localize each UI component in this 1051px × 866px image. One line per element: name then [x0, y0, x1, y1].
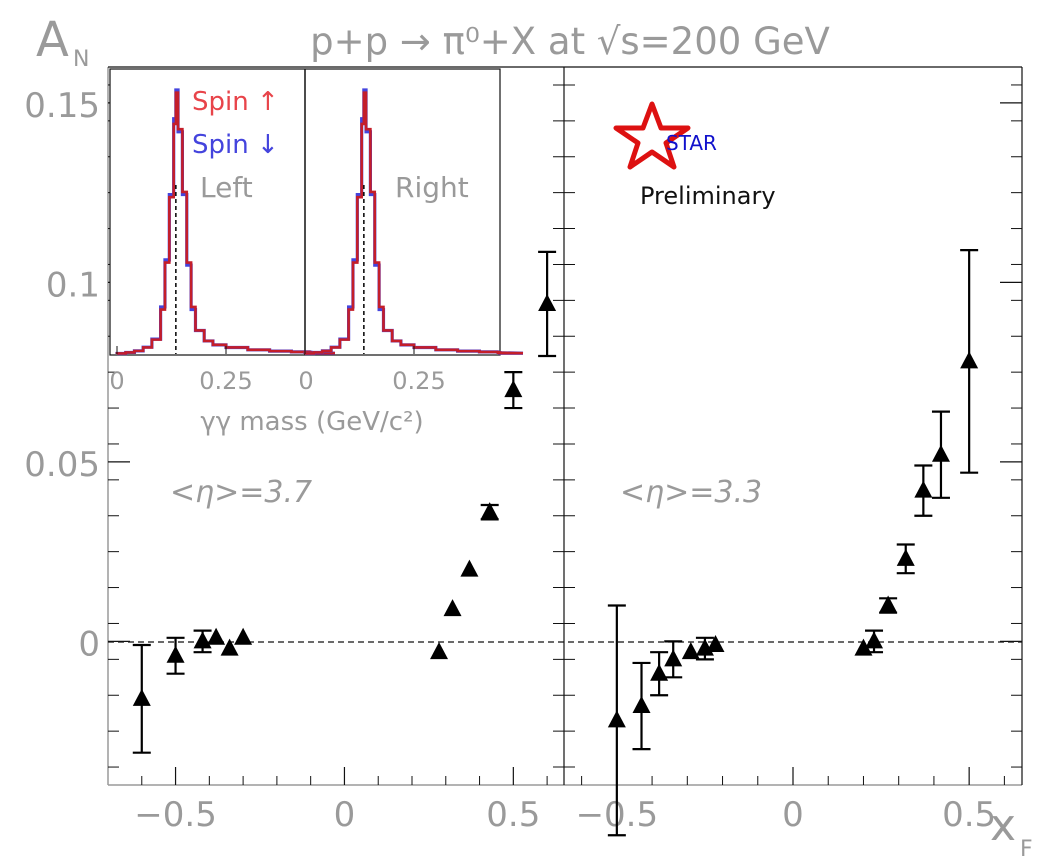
data-point: [132, 688, 151, 706]
data-point: [504, 380, 523, 398]
panel-left-annotation: <η>=3.7: [170, 475, 312, 510]
inset-right-tick-1: 0.25: [392, 367, 445, 395]
data-point: [430, 642, 449, 660]
x-axis-label: x: [990, 800, 1016, 851]
data-point: [879, 595, 898, 613]
y-axis-label-subscript: N: [73, 47, 89, 72]
inset-left-tick-1: 0.25: [199, 367, 252, 395]
data-point: [865, 631, 884, 649]
inset-plot: Spin ↑ Spin ↓ Left Right 0 0.25 0 0.25 γ…: [109, 68, 524, 437]
x-tick-label: 0: [334, 795, 356, 835]
data-point: [650, 663, 669, 681]
data-point: [166, 645, 185, 663]
inset-right-tick-0: 0: [298, 367, 313, 395]
y-tick-label: 0.05: [24, 445, 100, 485]
x-tick-label: 0: [782, 795, 804, 835]
inset-x-axis-label: γγ mass (GeV/c²): [200, 407, 423, 437]
y-tick-label: 0.1: [46, 265, 100, 305]
star-logo: STAR Preliminary: [613, 101, 776, 210]
data-point: [632, 696, 651, 714]
y-axis-label: A: [36, 12, 69, 68]
x-tick-label: 0.5: [942, 795, 996, 835]
inset-left-label: Left: [200, 171, 253, 204]
data-points: [132, 248, 979, 837]
data-point: [234, 627, 253, 645]
chart-title: p+p → π⁰+X at √s=200 GeV: [310, 20, 830, 63]
data-point: [460, 559, 479, 577]
inset-histogram: [115, 91, 336, 355]
data-point: [931, 444, 950, 462]
data-point: [896, 548, 915, 566]
star-logo-text: STAR: [666, 131, 717, 155]
preliminary-label: Preliminary: [640, 182, 776, 210]
star-icon: [613, 101, 691, 170]
data-point: [480, 502, 499, 520]
inset-legend-spin-down: Spin ↓: [192, 130, 279, 160]
panel-right-annotation: <η>=3.3: [620, 475, 762, 510]
y-tick-label: 0: [78, 624, 100, 664]
data-point: [914, 480, 933, 498]
inset-histograms: [115, 88, 524, 356]
y-tick-label: 0.15: [24, 86, 100, 126]
data-point: [607, 710, 626, 728]
plot-frame: [107, 66, 1023, 786]
x-tick-label: −0.5: [134, 795, 217, 835]
x-axis-ticks: −0.5 0 0.5 −0.5 0 0.5: [134, 767, 1005, 835]
data-point: [193, 631, 212, 649]
data-point: [706, 634, 725, 652]
data-point: [207, 627, 226, 645]
inset-left-tick-0: 0: [109, 367, 124, 395]
inset-histogram: [303, 91, 524, 355]
inset-legend-spin-up: Spin ↑: [192, 87, 279, 117]
inset-right-label: Right: [395, 171, 469, 204]
data-point: [681, 642, 700, 660]
data-point: [443, 599, 462, 617]
data-point: [538, 293, 557, 311]
x-axis-label-subscript: F: [1020, 837, 1033, 862]
data-point: [664, 649, 683, 667]
x-tick-label: 0.5: [486, 795, 540, 835]
data-point: [220, 638, 239, 656]
data-point: [960, 351, 979, 369]
